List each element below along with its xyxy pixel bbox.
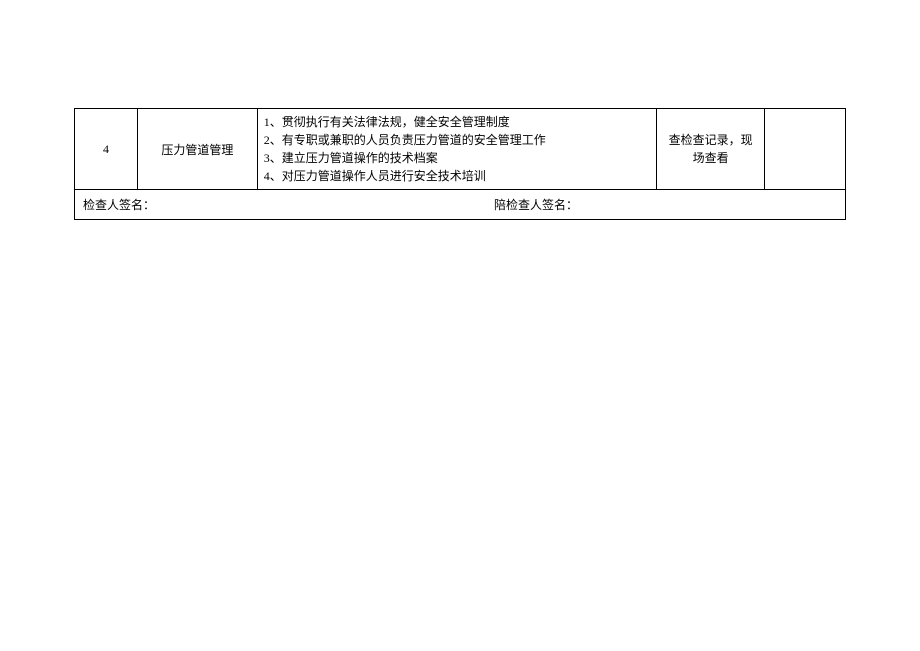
item-name-cell: 压力管道管理 <box>137 108 257 190</box>
row-number-cell: 4 <box>74 108 137 190</box>
check-method: 查检查记录，现场查看 <box>663 131 758 167</box>
signature-row: 检查人签名： 陪检查人签名： <box>74 190 846 220</box>
content-line-2: 2、有专职或兼职的人员负责压力管道的安全管理工作 <box>264 131 650 149</box>
inspection-table: 4 压力管道管理 1、贯彻执行有关法律法规，健全安全管理制度 2、有专职或兼职的… <box>74 108 846 220</box>
inspector-signature-label: 检查人签名： <box>83 196 494 213</box>
content-line-1: 1、贯彻执行有关法律法规，健全安全管理制度 <box>264 113 650 131</box>
empty-cell <box>764 108 846 190</box>
row-number: 4 <box>103 142 109 157</box>
content-line-3: 3、建立压力管道操作的技术档案 <box>264 149 650 167</box>
item-name: 压力管道管理 <box>161 141 233 158</box>
content-cell: 1、贯彻执行有关法律法规，健全安全管理制度 2、有专职或兼职的人员负责压力管道的… <box>257 108 656 190</box>
check-method-cell: 查检查记录，现场查看 <box>656 108 764 190</box>
table-row: 4 压力管道管理 1、贯彻执行有关法律法规，健全安全管理制度 2、有专职或兼职的… <box>74 108 846 190</box>
content-line-4: 4、对压力管道操作人员进行安全技术培训 <box>264 167 650 185</box>
co-inspector-signature-label: 陪检查人签名： <box>494 196 837 213</box>
